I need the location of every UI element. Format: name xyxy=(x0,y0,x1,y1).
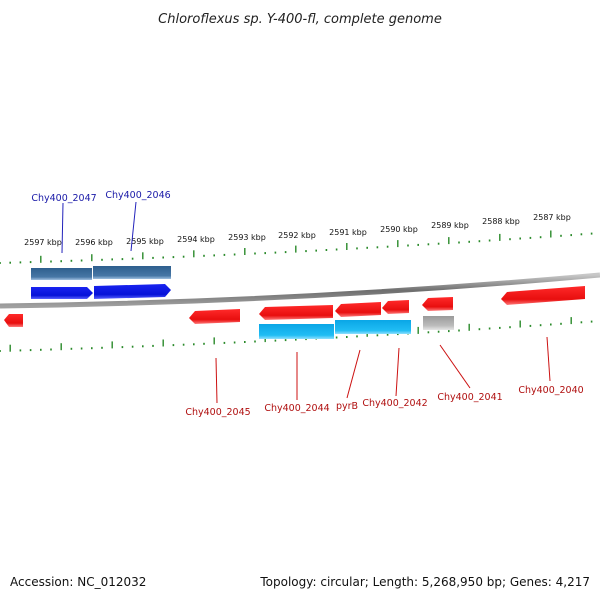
ruler-label: 2592 kbp xyxy=(278,231,316,240)
forward-genes xyxy=(31,284,171,299)
accession-label: Accession: NC_012032 xyxy=(10,575,146,589)
gene-labels-reverse: Chy400_2045 Chy400_2044 pyrB Chy400_2042… xyxy=(185,385,583,418)
feature-bar xyxy=(93,266,171,279)
pseudo-feature-bar xyxy=(423,316,454,330)
gene-label: Chy400_2046 xyxy=(105,190,170,201)
reverse-genes xyxy=(4,286,585,327)
ruler-label: 2594 kbp xyxy=(177,235,215,244)
outer-tick-ring xyxy=(0,230,593,264)
gene-label: Chy400_2044 xyxy=(264,403,329,414)
ruler-label: 2588 kbp xyxy=(482,217,520,226)
feature-bar xyxy=(31,268,92,280)
gene-label: pyrB xyxy=(336,401,358,412)
gene-arrow xyxy=(335,302,381,317)
ruler-label: 2590 kbp xyxy=(380,225,418,234)
forward-features xyxy=(31,266,171,280)
gene-arrow xyxy=(259,305,333,320)
genome-summary: Topology: circular; Length: 5,268,950 bp… xyxy=(259,575,590,589)
label-leaders xyxy=(61,201,551,404)
ruler-label: 2587 kbp xyxy=(533,213,571,222)
gene-arrow xyxy=(422,297,453,311)
gene-arrow xyxy=(4,314,23,327)
reverse-features xyxy=(259,316,454,339)
ruler-labels: 2597 kbp 2596 kbp 2595 kbp 2594 kbp 2593… xyxy=(24,213,571,247)
leader-line xyxy=(61,202,64,254)
ruler-label: 2596 kbp xyxy=(75,238,113,247)
gene-arrow xyxy=(94,284,171,299)
gene-label: Chy400_2047 xyxy=(31,193,96,204)
ruler-label: 2597 kbp xyxy=(24,238,62,247)
gene-label: Chy400_2041 xyxy=(437,392,502,403)
gene-labels-forward: Chy400_2047 Chy400_2046 xyxy=(31,190,170,204)
leader-line xyxy=(346,349,361,399)
map-title: Chloroflexus sp. Y-400-fl, complete geno… xyxy=(158,12,442,27)
feature-bar xyxy=(335,320,411,334)
leader-line xyxy=(395,347,400,397)
leader-line xyxy=(215,357,218,404)
gene-arrow xyxy=(382,300,409,314)
leader-line xyxy=(439,344,471,389)
ruler-label: 2589 kbp xyxy=(431,221,469,230)
ruler-label: 2595 kbp xyxy=(126,237,164,246)
feature-bar xyxy=(259,324,334,339)
gene-arrow xyxy=(31,287,93,299)
ruler-label: 2593 kbp xyxy=(228,233,266,242)
genome-backbone xyxy=(0,272,600,309)
gene-label: Chy400_2042 xyxy=(362,398,427,409)
leader-line xyxy=(546,336,551,382)
gene-label: Chy400_2040 xyxy=(518,385,583,396)
gene-arrow xyxy=(501,286,585,305)
gene-arrow xyxy=(189,309,240,324)
gene-label: Chy400_2045 xyxy=(185,407,250,418)
ruler-label: 2591 kbp xyxy=(329,228,367,237)
leader-line xyxy=(130,201,137,252)
